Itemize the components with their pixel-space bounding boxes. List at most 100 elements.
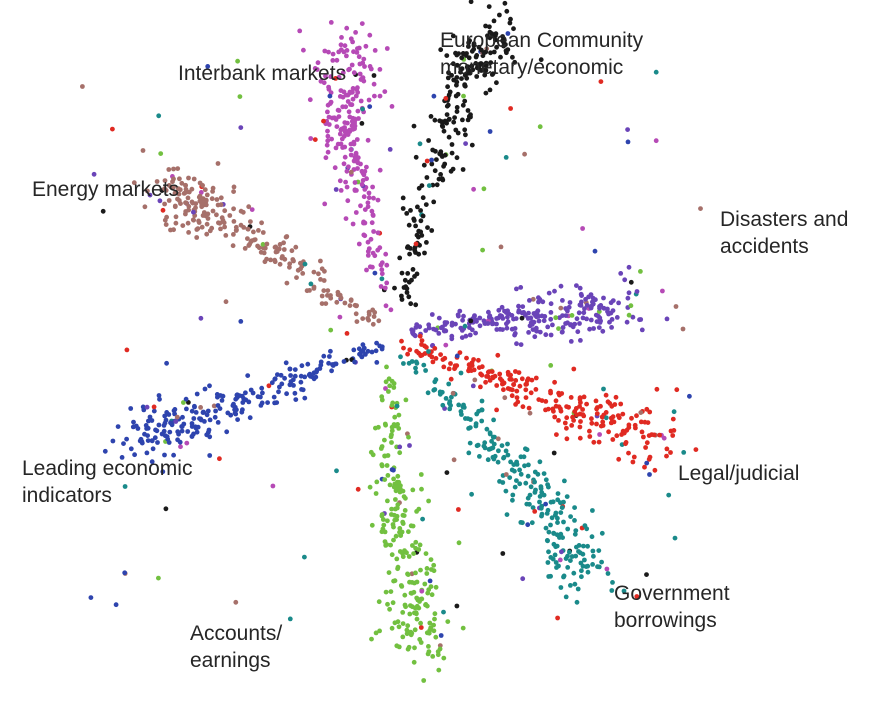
data-point — [329, 368, 334, 374]
data-point — [512, 468, 517, 474]
data-point — [479, 364, 485, 370]
data-point — [467, 368, 473, 373]
data-point — [156, 575, 161, 581]
data-point — [157, 396, 162, 402]
data-point — [358, 77, 364, 82]
data-point — [510, 497, 515, 503]
data-point — [355, 155, 361, 161]
data-point — [337, 94, 343, 99]
data-point — [351, 158, 357, 164]
data-point — [526, 330, 531, 335]
data-point — [568, 558, 573, 563]
data-point — [571, 366, 577, 372]
data-point — [268, 257, 273, 263]
data-point — [179, 180, 185, 186]
data-point — [189, 199, 195, 205]
data-point — [449, 72, 454, 78]
data-point — [344, 331, 350, 336]
data-point — [571, 570, 577, 576]
data-point — [449, 394, 454, 400]
data-point — [406, 644, 412, 650]
data-point — [210, 185, 216, 191]
data-point — [183, 182, 188, 188]
data-point — [594, 411, 600, 416]
data-point — [596, 548, 602, 553]
data-point — [337, 131, 343, 137]
data-point — [379, 271, 385, 277]
data-point — [333, 187, 339, 192]
data-point — [454, 105, 460, 110]
data-point — [462, 127, 468, 133]
data-point — [335, 289, 341, 295]
data-point — [494, 44, 499, 50]
data-point — [467, 440, 473, 446]
data-point — [538, 57, 544, 63]
data-point — [307, 97, 313, 103]
data-point — [427, 578, 433, 584]
data-point — [428, 557, 434, 562]
data-point — [581, 310, 587, 316]
data-point — [528, 484, 534, 490]
data-point — [513, 369, 518, 374]
data-point — [302, 554, 307, 560]
data-point — [270, 483, 276, 489]
data-point — [432, 168, 438, 174]
data-point — [382, 285, 388, 291]
data-point — [231, 206, 237, 212]
data-point — [351, 347, 357, 353]
data-point — [448, 361, 453, 366]
data-point — [457, 308, 463, 314]
data-point — [592, 248, 598, 254]
data-point — [581, 413, 587, 419]
data-point — [420, 516, 425, 522]
data-point — [386, 570, 392, 575]
data-point — [176, 191, 182, 197]
data-point — [425, 225, 430, 231]
data-point — [424, 566, 430, 571]
data-point — [369, 208, 375, 214]
data-point — [287, 366, 293, 372]
data-point — [348, 169, 354, 175]
data-point — [200, 183, 206, 188]
data-point — [356, 45, 362, 51]
data-point — [639, 327, 645, 333]
data-point — [353, 93, 359, 99]
data-point — [518, 285, 524, 290]
data-point — [413, 325, 419, 330]
data-point — [572, 581, 578, 587]
cluster-label-line: Legal/judicial — [678, 462, 799, 485]
data-point — [512, 326, 518, 331]
data-point — [343, 128, 348, 134]
series-4 — [110, 79, 699, 621]
data-point — [205, 211, 211, 217]
data-point — [577, 411, 583, 417]
data-point — [367, 484, 373, 490]
data-point — [543, 477, 549, 483]
data-point — [563, 306, 569, 311]
data-point — [393, 533, 399, 539]
data-point — [383, 251, 389, 257]
data-point — [350, 89, 355, 95]
data-point — [577, 424, 583, 430]
data-point — [486, 314, 492, 320]
data-point — [219, 398, 225, 403]
data-point — [462, 98, 468, 104]
data-point — [388, 589, 394, 594]
data-point — [449, 333, 455, 339]
data-point — [567, 549, 572, 555]
data-point — [532, 490, 538, 495]
data-point — [579, 574, 584, 580]
data-point — [610, 580, 615, 585]
data-point — [361, 56, 367, 62]
data-point — [201, 210, 207, 215]
data-point — [400, 621, 406, 626]
data-point — [250, 390, 256, 396]
data-point — [276, 246, 282, 252]
data-point — [207, 453, 213, 458]
data-point — [399, 529, 405, 535]
data-point — [186, 207, 192, 213]
data-point — [693, 447, 699, 452]
data-point — [313, 374, 319, 380]
data-point — [517, 481, 523, 487]
data-point — [420, 195, 426, 201]
